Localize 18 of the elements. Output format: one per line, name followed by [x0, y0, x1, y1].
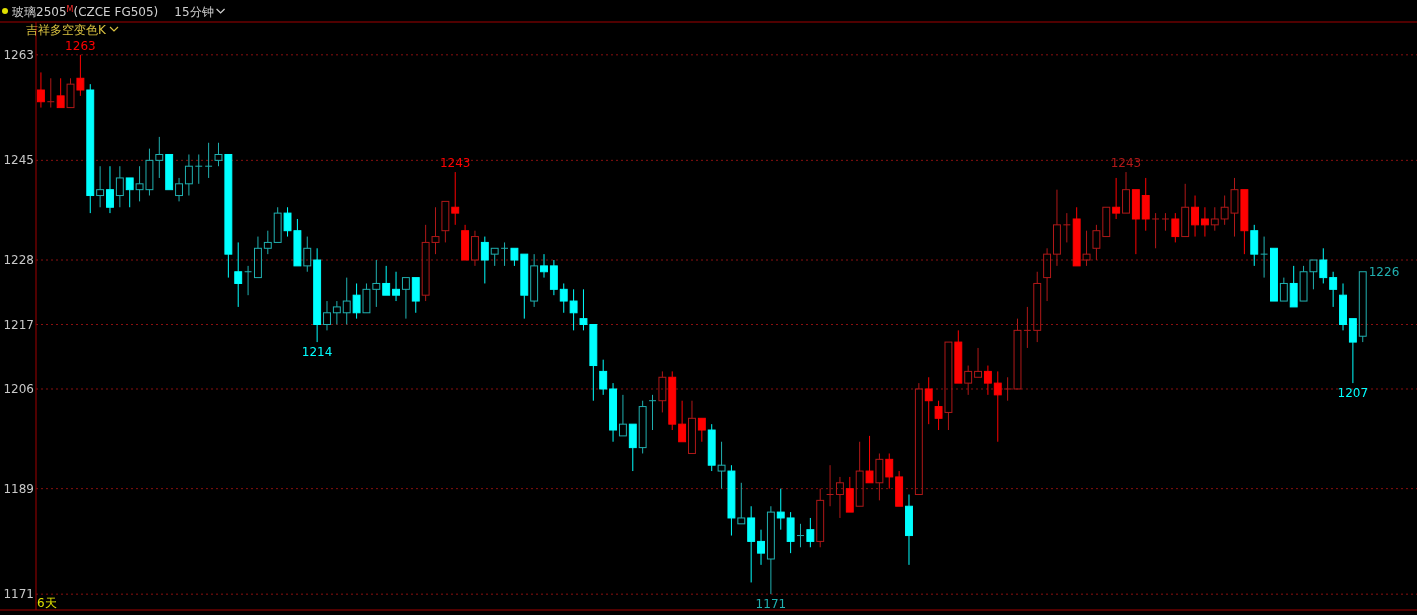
annotation: 1263 — [65, 38, 96, 53]
chart-title: 玻璃2505$^{M}$(CZCE FG505) — [12, 4, 159, 19]
y-tick-label: 1189 — [3, 481, 34, 496]
y-tick-label: 1206 — [3, 381, 34, 396]
annotation: 1207 — [1337, 386, 1369, 401]
annotation: 1171 — [755, 597, 787, 612]
y-tick-label: 1217 — [3, 317, 34, 332]
annotation: 1243 — [439, 156, 471, 171]
y-tick-label: 1171 — [3, 587, 34, 602]
chart-subtitle: 吉祥多空变色K — [26, 23, 107, 37]
annotation: 1226 — [1368, 264, 1400, 279]
y-tick-label: 1263 — [3, 47, 34, 62]
annotation: 6天 — [37, 596, 57, 610]
text: 15分钟 — [174, 5, 214, 19]
y-tick-label: 1228 — [3, 253, 34, 268]
annotation: 1243 — [1110, 156, 1142, 171]
annotation: 1214 — [301, 345, 333, 360]
y-tick-label: 1245 — [3, 153, 34, 168]
